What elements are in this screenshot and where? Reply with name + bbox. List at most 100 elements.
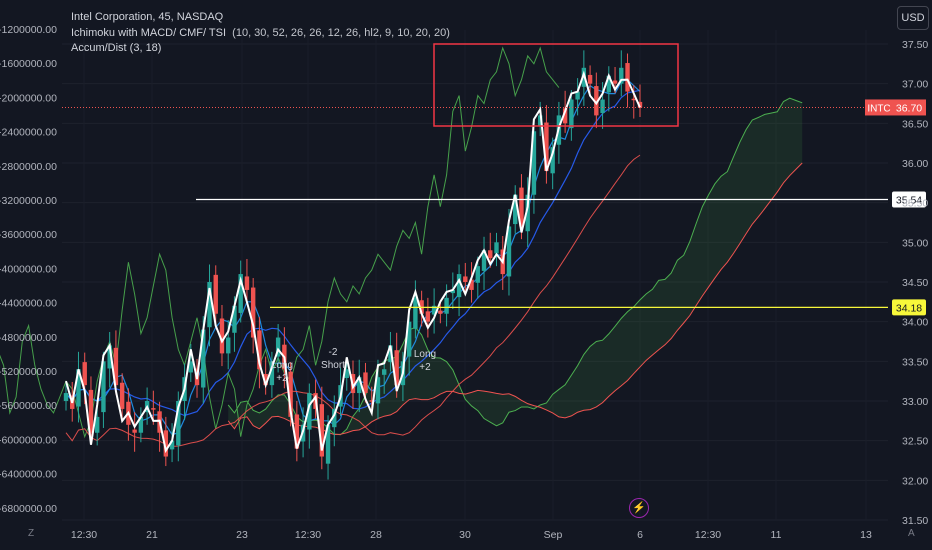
- candle-body: [531, 131, 537, 195]
- candle-body: [506, 226, 512, 277]
- ad-tick-label: -6800000.00: [0, 503, 57, 515]
- ad-tick-label: -4400000.00: [0, 298, 57, 310]
- candle-body: [469, 279, 474, 290]
- candle-body: [213, 274, 218, 314]
- accum-dist-path: [65, 70, 641, 454]
- candle-body: [575, 91, 580, 100]
- candle-body: [425, 311, 431, 322]
- candle-body: [619, 67, 624, 84]
- signal-label: +2: [419, 362, 431, 373]
- candle-body: [63, 393, 69, 401]
- candle-body: [244, 276, 250, 290]
- candle-body: [475, 266, 480, 283]
- cloud-fill: [228, 98, 803, 435]
- price-tick-label: 37.00: [902, 79, 928, 91]
- candle-body: [488, 250, 493, 259]
- time-tick-label: 12:30: [695, 529, 721, 541]
- ad-tick-label: -2800000.00: [0, 161, 57, 173]
- price-tick-label: 37.50: [902, 39, 928, 51]
- ad-tick-label: -1200000.00: [0, 24, 57, 36]
- candle-body: [119, 382, 125, 409]
- candle-body: [275, 337, 281, 357]
- time-tick-label: 21: [146, 529, 158, 541]
- time-tick-label: 23: [236, 529, 248, 541]
- symbol-tag-bg: [865, 99, 893, 116]
- symbol-title: Intel Corporation, 45, NASDAQ: [71, 11, 224, 23]
- indicator-accum-dist[interactable]: Accum/Dist (3, 18): [71, 42, 162, 54]
- candle-body: [332, 408, 337, 428]
- candle-body: [594, 86, 599, 116]
- ad-tick-label: -6400000.00: [0, 469, 57, 481]
- price-tick-label: 35.50: [902, 198, 928, 210]
- candle-body: [413, 297, 418, 329]
- candle-body: [188, 361, 193, 373]
- left-axis: -1200000.00 -1600000.00 -2000000.00 -240000…: [0, 24, 57, 515]
- time-tick-label: 12:30: [295, 529, 321, 541]
- candle-body: [132, 429, 137, 433]
- price-tick-label: 34.50: [902, 277, 928, 289]
- level-label: 34.18: [896, 302, 922, 314]
- last-price-label: 36.70: [896, 102, 922, 114]
- price-tick-label: 32.00: [902, 475, 928, 487]
- candle-body: [438, 310, 443, 314]
- candle-body: [494, 242, 499, 254]
- candle-body: [381, 369, 387, 375]
- candle-body: [288, 371, 293, 417]
- timezone-icon[interactable]: Z: [28, 528, 35, 539]
- price-tick-label: 33.50: [902, 356, 928, 368]
- level-label-bg: [892, 299, 926, 316]
- time-tick-label: 12:30: [71, 529, 97, 541]
- candle-body: [113, 347, 119, 386]
- candle-body: [163, 430, 169, 457]
- candle-body: [201, 329, 206, 388]
- time-tick-label: 30: [459, 529, 471, 541]
- candle-body: [463, 276, 468, 282]
- ad-tick-label: -4800000.00: [0, 332, 57, 344]
- time-tick-label: Sep: [544, 529, 563, 541]
- candle-body: [226, 337, 231, 354]
- candle-body: [544, 122, 549, 171]
- chart-legend: Intel Corporation, 45, NASDAQ Ichimoku w…: [71, 10, 450, 57]
- candle-body: [76, 369, 81, 407]
- highlight-box: [433, 43, 679, 127]
- candle-body: [525, 194, 530, 232]
- ad-tick-label: -5600000.00: [0, 400, 57, 412]
- candle-body: [606, 75, 612, 93]
- candle-body: [550, 147, 555, 174]
- candle-body: [444, 297, 449, 314]
- ichimoku-cloud: [227, 97, 803, 436]
- indicator-ichimoku-name: Ichimoku with MACD/ CMF/ TSI: [71, 26, 227, 39]
- candle-body: [169, 440, 175, 450]
- candle-body: [363, 372, 368, 394]
- candle-body: [431, 305, 437, 315]
- auto-scale-icon[interactable]: A: [908, 528, 915, 539]
- candle-body: [151, 408, 156, 410]
- candle-body: [250, 287, 256, 338]
- right-axis: 37.50 37.00 36.50 36.00 35.50 35.00 34.50 34.00…: [902, 39, 928, 527]
- ad-tick-label: -1600000.00: [0, 58, 57, 70]
- signal-label: Short: [321, 360, 345, 371]
- price-tick-label: 34.00: [902, 317, 928, 329]
- signal-label: -2: [329, 347, 338, 358]
- ad-tick-label: -4000000.00: [0, 263, 57, 275]
- time-tick-label: 11: [771, 529, 782, 541]
- last-price-bg: [893, 99, 926, 116]
- chart-grid: [62, 30, 888, 521]
- candle-body: [344, 369, 349, 378]
- ad-tick-label: -2400000.00: [0, 127, 57, 139]
- ad-tick-label: -6000000.00: [0, 434, 57, 446]
- candle-body: [263, 374, 268, 386]
- candle-body: [375, 377, 381, 404]
- price-tick-label: 32.50: [902, 436, 928, 448]
- candle-body: [450, 289, 456, 294]
- candle-body: [294, 414, 300, 449]
- candle-body: [612, 80, 618, 84]
- time-tick-label: 28: [370, 529, 382, 541]
- currency-button[interactable]: USD: [897, 6, 929, 30]
- lightning-icon[interactable]: ⚡: [629, 498, 649, 518]
- accum-dist-line: [65, 70, 641, 454]
- candle-body: [207, 282, 212, 328]
- candle-body: [625, 63, 630, 92]
- indicator-ichimoku[interactable]: Ichimoku with MACD/ CMF/ TSI (10, 30, 52…: [71, 26, 450, 42]
